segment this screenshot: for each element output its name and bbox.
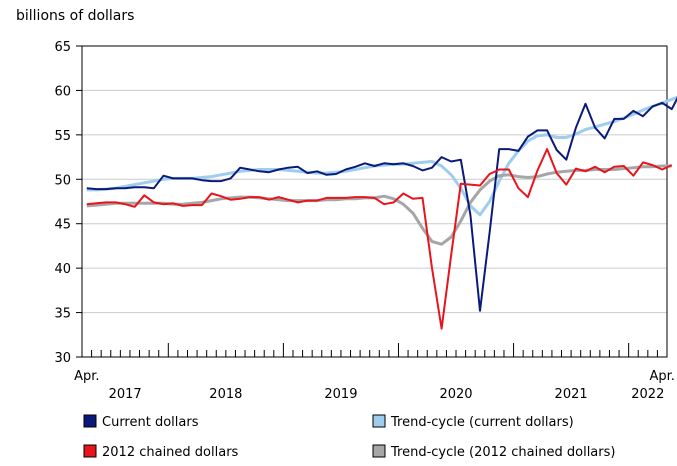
x-year-label: 2022: [631, 387, 664, 402]
x-year-label: 2017: [109, 387, 142, 402]
series-line-2: [86, 148, 673, 330]
legend: Current dollars Trend-cycle (current doll…: [83, 414, 615, 460]
y-tick-label: 65: [54, 40, 71, 55]
legend-label: Current dollars: [102, 415, 199, 430]
legend-label: Trend-cycle (2012 chained dollars): [390, 445, 615, 460]
legend-label: 2012 chained dollars: [102, 445, 239, 460]
legend-swatch: [372, 414, 386, 428]
series-line-0: [86, 96, 677, 312]
y-tick-label: 60: [54, 84, 71, 99]
x-year-label: 2019: [324, 387, 357, 402]
gridlines: [82, 89, 667, 314]
y-tick-label: 35: [54, 307, 71, 322]
legend-label: Trend-cycle (current dollars): [390, 415, 574, 430]
x-year-label: 2021: [555, 387, 588, 402]
plot-frame: [81, 45, 668, 358]
legend-swatch: [83, 414, 97, 428]
x-year-label: 2018: [209, 387, 242, 402]
x-axis: 2017 2018 2019 2020 2021 2022 Apr. Apr.: [74, 343, 675, 402]
y-tick-label: 45: [54, 218, 71, 233]
series-lines: [86, 95, 677, 330]
y-axis: 30 35 40 45 50 55 60 65: [54, 40, 82, 366]
x-month-label: Apr.: [649, 369, 674, 384]
y-tick-label: 30: [54, 351, 71, 366]
y-axis-title: billions of dollars: [16, 8, 134, 24]
y-tick-label: 40: [54, 262, 71, 277]
x-month-label: Apr.: [74, 369, 99, 384]
legend-swatch: [83, 444, 97, 458]
y-tick-label: 50: [54, 173, 71, 188]
y-tick-label: 55: [54, 129, 71, 144]
legend-swatch: [372, 444, 386, 458]
x-year-label: 2020: [439, 387, 472, 402]
